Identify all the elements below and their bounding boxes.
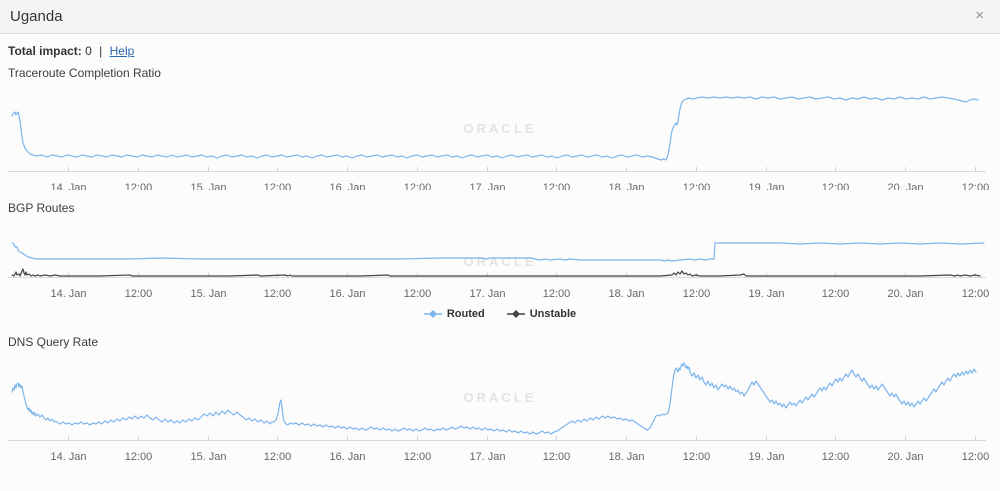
close-icon[interactable]: × [975,7,984,24]
svg-text:ORACLE: ORACLE [464,254,537,269]
legend-item-unstable[interactable]: Unstable [506,308,577,320]
svg-text:20. Jan: 20. Jan [887,288,923,297]
legend-label-unstable: Unstable [529,308,577,320]
svg-text:12:00: 12:00 [264,182,292,190]
svg-text:12:00: 12:00 [404,288,432,297]
svg-text:12:00: 12:00 [543,288,571,297]
svg-text:12:00: 12:00 [683,182,711,190]
svg-text:14. Jan: 14. Jan [50,451,86,462]
svg-text:12:00: 12:00 [404,451,432,462]
svg-text:12:00: 12:00 [962,182,990,190]
svg-text:12:00: 12:00 [543,182,571,190]
help-link[interactable]: Help [109,44,135,58]
total-impact-value: 0 [85,44,92,58]
svg-text:15. Jan: 15. Jan [190,451,226,462]
svg-text:16. Jan: 16. Jan [329,182,365,190]
svg-text:17. Jan: 17. Jan [469,451,505,462]
svg-text:12:00: 12:00 [683,451,711,462]
svg-text:15. Jan: 15. Jan [190,288,226,297]
svg-text:19. Jan: 19. Jan [748,182,784,190]
svg-text:ORACLE: ORACLE [464,390,537,405]
legend-item-routed[interactable]: Routed [423,308,485,320]
traceroute-chart-title: Traceroute Completion Ratio [8,66,161,80]
legend-label-routed: Routed [446,308,485,320]
svg-text:17. Jan: 17. Jan [469,182,505,190]
dialog-title: Uganda [10,8,63,25]
dns-chart-title: DNS Query Rate [8,335,99,349]
svg-text:19. Jan: 19. Jan [748,451,784,462]
svg-text:12:00: 12:00 [125,451,153,462]
svg-text:12:00: 12:00 [264,451,292,462]
svg-text:12:00: 12:00 [264,288,292,297]
svg-text:18. Jan: 18. Jan [608,451,644,462]
svg-text:20. Jan: 20. Jan [887,182,923,190]
bgp-chart-title: BGP Routes [8,201,75,215]
dns-chart-canvas[interactable]: ORACLE 14. Jan 12:00 15. Jan 12:00 16. Jan 12:… [0,352,1000,462]
svg-text:14. Jan: 14. Jan [50,288,86,297]
svg-text:12:00: 12:00 [962,288,990,297]
svg-text:12:00: 12:00 [822,451,850,462]
bgp-legend: Routed Unstable [0,305,1000,323]
unstable-marker-icon [506,310,525,318]
svg-text:12:00: 12:00 [962,451,990,462]
svg-text:12:00: 12:00 [822,182,850,190]
traceroute-chart-canvas[interactable]: ORACLE 14. Jan 12:00 15. Jan 12:00 16. Jan 12:… [0,84,1000,190]
dialog-header: Uganda × [0,0,1000,34]
svg-text:12:00: 12:00 [125,182,153,190]
separator: | [99,44,103,58]
svg-text:16. Jan: 16. Jan [329,451,365,462]
svg-text:12:00: 12:00 [404,182,432,190]
svg-text:ORACLE: ORACLE [464,121,537,136]
svg-text:20. Jan: 20. Jan [887,451,923,462]
svg-text:12:00: 12:00 [822,288,850,297]
svg-text:19. Jan: 19. Jan [748,288,784,297]
svg-text:12:00: 12:00 [125,288,153,297]
routed-marker-icon [423,310,442,318]
svg-text:16. Jan: 16. Jan [329,288,365,297]
svg-text:18. Jan: 18. Jan [608,288,644,297]
svg-text:15. Jan: 15. Jan [190,182,226,190]
svg-text:17. Jan: 17. Jan [469,288,505,297]
svg-text:18. Jan: 18. Jan [608,182,644,190]
svg-text:12:00: 12:00 [543,451,571,462]
bgp-chart-canvas[interactable]: ORACLE 14. Jan 12:00 15. Jan 12:00 16. Jan 12:… [0,225,1000,297]
svg-text:14. Jan: 14. Jan [50,182,86,190]
svg-text:12:00: 12:00 [683,288,711,297]
total-impact-label: Total impact: [8,44,82,58]
total-impact-row: Total impact: 0 | Help [8,44,134,58]
